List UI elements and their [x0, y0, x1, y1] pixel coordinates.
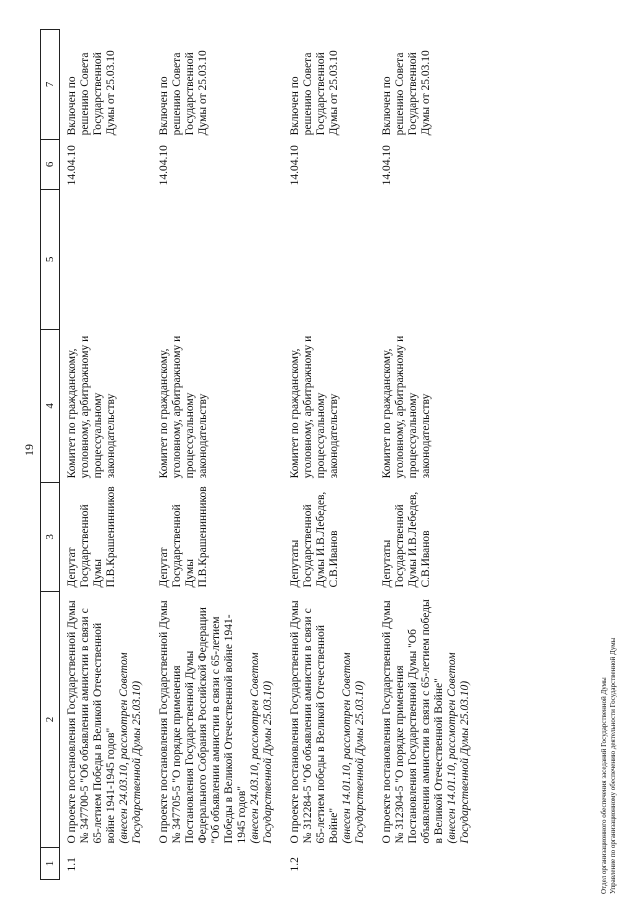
table-row: О проекте постановления Государственной … — [152, 29, 283, 879]
empty-cell — [60, 189, 153, 329]
item-title: О проекте постановления Государственной … — [158, 600, 248, 844]
table-body: 1.1 О проекте постановления Государственн… — [60, 29, 481, 879]
item-number: 1.1 — [66, 857, 78, 872]
empty-cell — [375, 189, 480, 329]
item-author: Депутаты Государственной Думы И.В.Лебеде… — [289, 491, 340, 588]
item-number — [375, 848, 480, 880]
footer-line: Отдел организационного обеспечения засед… — [600, 677, 608, 894]
column-header: 4 — [40, 329, 60, 483]
item-title-cell: О проекте постановления Государственной … — [375, 592, 480, 848]
column-header: 3 — [40, 482, 60, 592]
item-number — [152, 848, 283, 880]
column-header: 2 — [40, 591, 60, 848]
item-title: О проекте постановления Государственной … — [289, 600, 340, 844]
table-row: О проекте постановления Государственной … — [375, 29, 480, 879]
footer-line: Управление по организационному обеспечен… — [609, 637, 617, 894]
item-date: 14.04.10 — [158, 145, 170, 186]
item-note: (внесен 24.03.10, рассмотрен Советом Гос… — [118, 652, 143, 844]
item-author: Депутат Государственной Думы П.В.Крашени… — [158, 486, 209, 588]
item-date: 14.04.10 — [289, 145, 301, 186]
item-status: Включен по решению Совета Государственно… — [289, 50, 340, 136]
item-title-cell: О проекте постановления Государственной … — [152, 592, 283, 848]
item-committee: Комитет по гражданскому, уголовному, арб… — [158, 335, 209, 479]
column-header: 1 — [40, 847, 60, 880]
column-header: 7 — [40, 29, 60, 140]
item-committee: Комитет по гражданскому, уголовному, арб… — [289, 335, 340, 479]
item-committee: Комитет по гражданскому, уголовному, арб… — [381, 335, 432, 479]
footer: Отдел организационного обеспечения засед… — [600, 638, 618, 894]
item-committee: Комитет по гражданскому, уголовному, арб… — [66, 335, 117, 479]
page-number: 19 — [22, 444, 36, 456]
item-note: (внесен 14.01.10, рассмотрен Советом Гос… — [446, 652, 471, 844]
item-date: 14.04.10 — [381, 145, 393, 186]
item-title: О проекте постановления Государственной … — [381, 599, 445, 844]
item-note: (внесен 24.03.10, рассмотрен Советом Гос… — [249, 652, 274, 844]
table-row: 1.1 О проекте постановления Государственн… — [60, 29, 153, 879]
column-header: 5 — [40, 189, 60, 330]
empty-cell — [283, 189, 375, 329]
table-row: 1.2 О проекте постановления Государственн… — [283, 29, 375, 879]
item-status: Включен по решению Совета Государственно… — [66, 50, 117, 136]
item-title-cell: О проекте постановления Государственной … — [60, 592, 153, 848]
item-author: Депутаты Государственной Думы И.В.Лебеде… — [381, 491, 432, 588]
item-status: Включен по решению Совета Государственно… — [381, 50, 432, 136]
item-status: Включен по решению Совета Государственно… — [158, 50, 209, 136]
column-header: 6 — [40, 139, 60, 190]
item-note: (внесен 14.01.10, рассмотрен Советом Гос… — [341, 652, 366, 844]
item-number: 1.2 — [289, 857, 301, 872]
item-title-cell: О проекте постановления Государственной … — [283, 592, 375, 848]
item-date: 14.04.10 — [66, 145, 78, 186]
item-author: Депутат Государственной Думы П.В.Крашени… — [66, 486, 117, 588]
empty-cell — [152, 189, 283, 329]
item-title: О проекте постановления Государственной … — [66, 600, 117, 844]
